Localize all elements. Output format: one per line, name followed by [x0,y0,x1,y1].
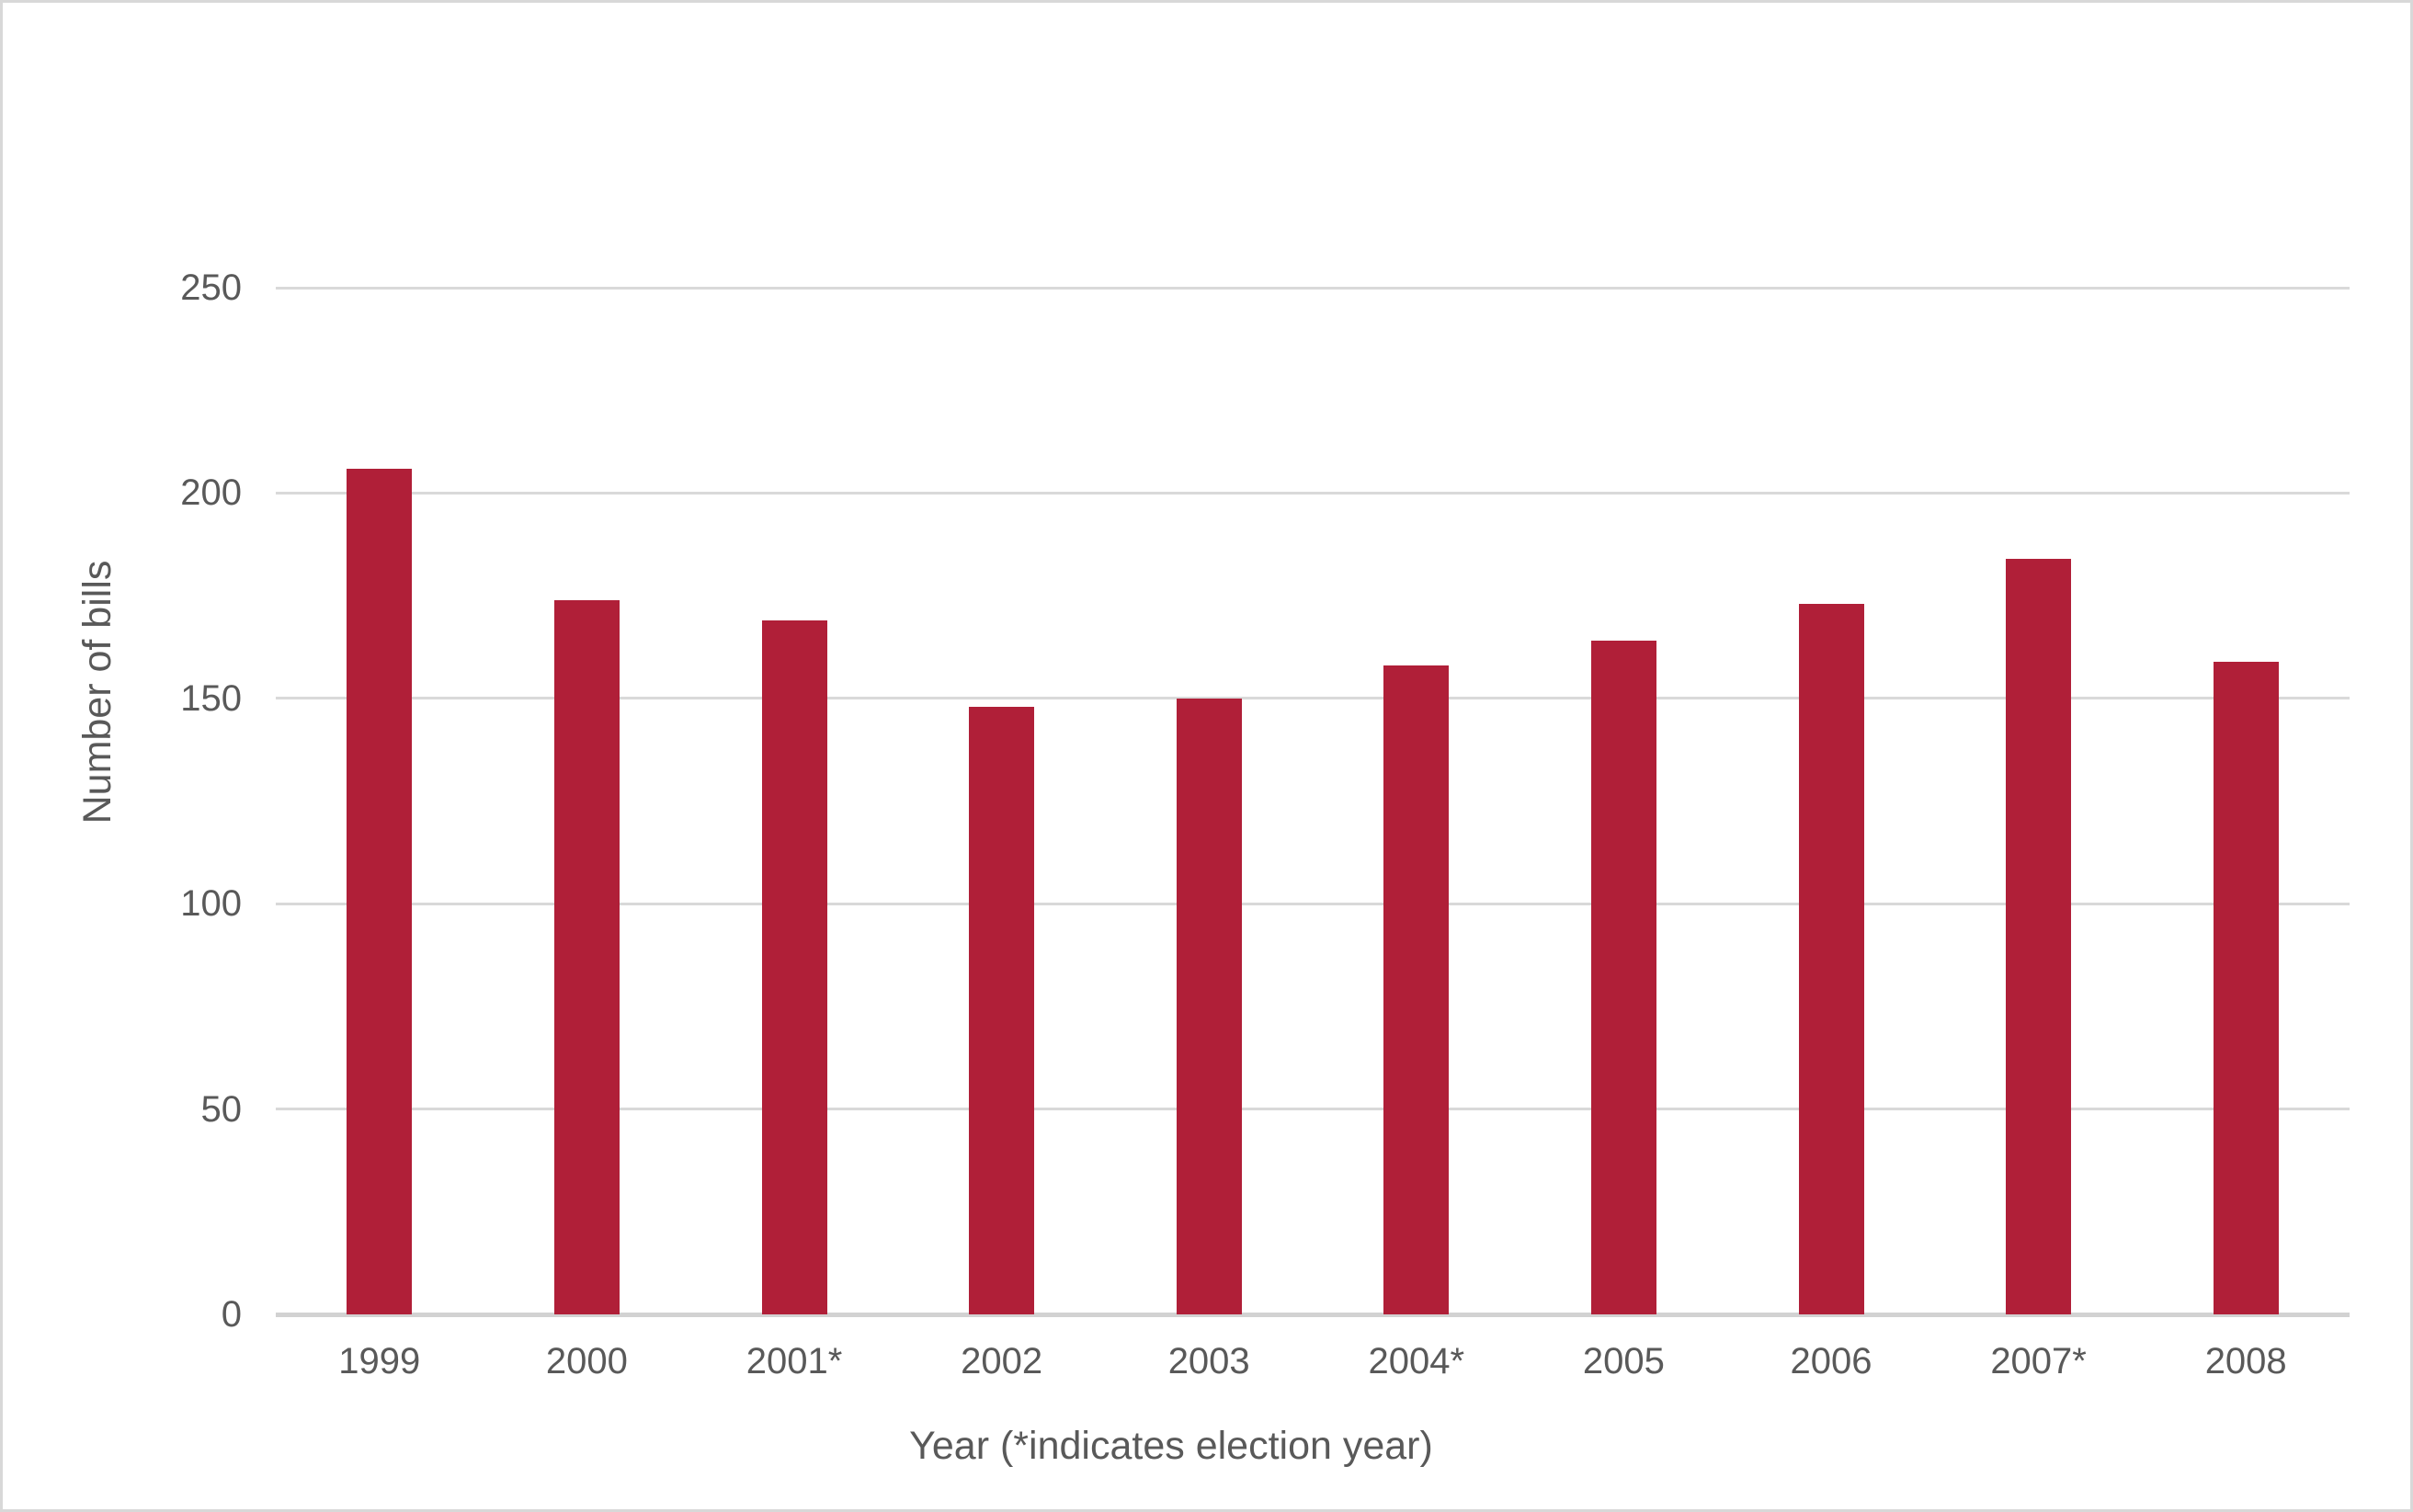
y-tick-label-150: 150 [180,677,242,719]
x-tick-label-2005: 2005 [1582,1341,1665,1381]
x-tick-label-2003: 2003 [1167,1341,1250,1381]
y-tick-label-250: 250 [180,267,242,308]
bar-2000 [553,599,620,1314]
bar-1999 [347,468,413,1314]
bar-2003 [1176,698,1242,1314]
x-axis-title: Year (*indicates election year) [909,1424,1433,1468]
gridline-50 [276,1108,2350,1111]
y-tick-label-100: 100 [180,883,242,925]
x-tick-label-2007: 2007* [1990,1341,2087,1381]
bar-2002 [969,706,1035,1314]
gridline-200 [276,491,2350,495]
y-tick-label-0: 0 [221,1294,242,1335]
y-axis-title: Number of bills [75,560,120,824]
bar-2008 [2213,661,2279,1314]
bar-2007 [2006,558,2072,1314]
gridline-100 [276,902,2350,905]
bar-2006 [1798,604,1864,1314]
y-tick-label-200: 200 [180,472,242,514]
x-tick-label-2008: 2008 [2204,1341,2287,1381]
x-tick-label-1999: 1999 [338,1341,421,1381]
gridline-150 [276,697,2350,700]
x-tick-label-2001: 2001* [746,1341,843,1381]
bar-2005 [1590,641,1656,1314]
gridline-250 [276,286,2350,290]
bar-2004 [1383,665,1450,1314]
x-axis-line [276,1313,2350,1317]
y-tick-label-50: 50 [200,1088,243,1130]
x-tick-label-2004: 2004* [1368,1341,1465,1381]
x-tick-label-2006: 2006 [1790,1341,1872,1381]
x-tick-label-2000: 2000 [545,1341,628,1381]
bar-2001 [761,620,827,1314]
x-tick-label-2002: 2002 [961,1341,1043,1381]
